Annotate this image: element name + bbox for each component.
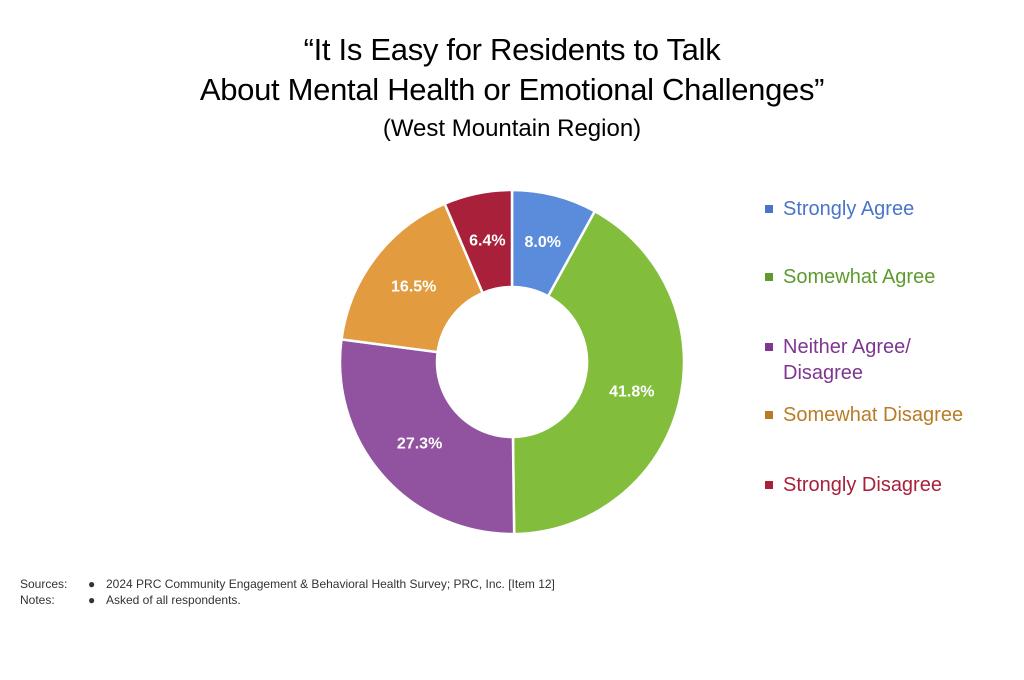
sources-row: Sources: ● 2024 PRC Community Engagement… <box>20 576 555 592</box>
chart-subtitle: (West Mountain Region) <box>382 115 642 142</box>
donut-slice-4 <box>443 188 514 295</box>
slice-value-label-0: 8.0% <box>524 234 560 251</box>
legend-swatch-0 <box>765 205 773 213</box>
donut-slice-3 <box>340 202 485 354</box>
chart-title-line-1: “It Is Easy for Residents to Talk <box>303 32 721 67</box>
legend-item-2: Neither Agree/Disagree <box>765 334 911 386</box>
legend-label-1: Somewhat Agree <box>783 266 936 288</box>
sources-text: 2024 PRC Community Engagement & Behavior… <box>106 577 555 591</box>
slice-value-label-3: 16.5% <box>391 279 436 296</box>
legend-swatch-4 <box>765 481 773 489</box>
legend-swatch-1 <box>765 273 773 281</box>
slice-value-label-1: 41.8% <box>609 383 654 400</box>
donut-chart: 8.0% 41.8% 27.3% 16.5% 6.4% <box>338 188 686 536</box>
legend-label-0: Strongly Agree <box>783 198 915 220</box>
notes-bullet: ● <box>88 593 96 607</box>
legend-label-3: Somewhat Disagree <box>783 404 964 426</box>
slice-value-label-2: 27.3% <box>397 435 442 452</box>
legend-swatch-2 <box>765 343 773 351</box>
legend-item-3: Somewhat Disagree <box>765 402 963 428</box>
donut-slice-1 <box>511 209 686 536</box>
sources-label: Sources: <box>20 577 68 591</box>
legend-item-1: Somewhat Agree <box>765 264 935 290</box>
slice-value-label-4: 6.4% <box>469 232 505 249</box>
sources-bullet: ● <box>88 577 96 591</box>
legend-label-2: Neither Agree/Disagree <box>783 336 911 384</box>
donut-slice-2 <box>338 337 516 536</box>
footer-notes: Sources: ● 2024 PRC Community Engagement… <box>20 576 555 608</box>
notes-label: Notes: <box>20 593 55 607</box>
legend-label-4: Strongly Disagree <box>783 474 942 496</box>
chart-title-line-2: About Mental Health or Emotional Challen… <box>199 72 825 107</box>
chart-title-block: “It Is Easy for Residents to Talk About … <box>0 30 1024 146</box>
legend-swatch-3 <box>765 411 773 419</box>
notes-text: Asked of all respondents. <box>106 593 241 607</box>
legend-item-0: Strongly Agree <box>765 196 914 222</box>
legend-item-4: Strongly Disagree <box>765 472 942 498</box>
notes-row: Notes: ● Asked of all respondents. <box>20 592 555 608</box>
